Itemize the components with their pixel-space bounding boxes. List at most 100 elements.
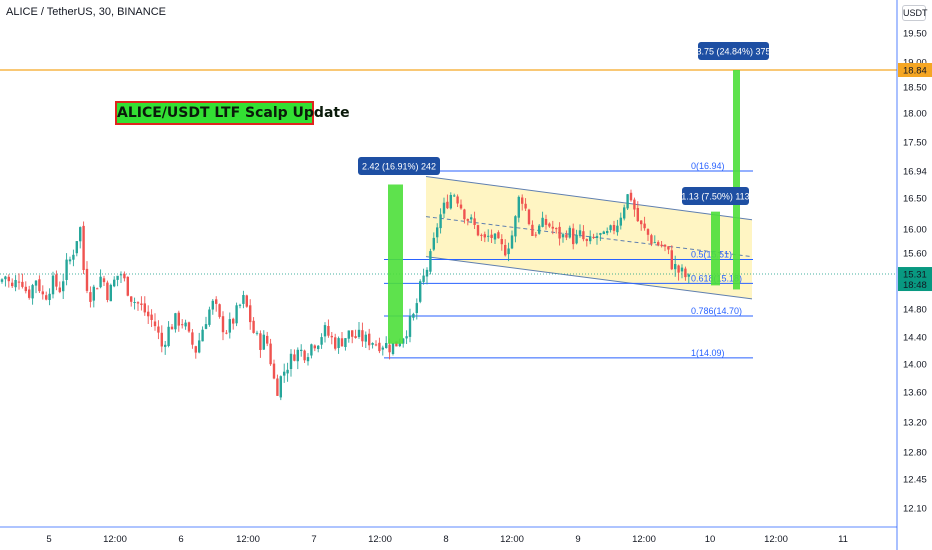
- candle-body: [109, 284, 112, 302]
- price-tick-label: 16.00: [903, 225, 927, 236]
- time-tick-label: 10: [705, 534, 716, 545]
- candle-body: [680, 267, 684, 272]
- candle-body: [147, 311, 150, 317]
- time-tick-label: 12:00: [103, 534, 127, 545]
- candle-body: [466, 219, 469, 221]
- chart-annotation-title: ALICE/USDT LTF Scalp Update: [115, 101, 350, 125]
- candle-body: [334, 337, 337, 349]
- price-tick-label: 18.50: [903, 83, 927, 94]
- candle-body: [616, 225, 619, 233]
- candle-body: [473, 218, 476, 225]
- candle-body: [606, 231, 609, 234]
- candle-body: [320, 337, 323, 345]
- measure-bar: [733, 70, 740, 290]
- candle-body: [500, 239, 503, 245]
- candle-body: [306, 357, 310, 362]
- measure-label-text: 2.42 (16.91%) 242: [362, 162, 436, 172]
- candle-body: [266, 335, 269, 344]
- candle-body: [517, 196, 520, 218]
- currency-button[interactable]: USDT: [902, 5, 928, 21]
- candle-body: [561, 234, 565, 238]
- candle-body: [279, 376, 282, 398]
- price-tick-label: 14.80: [903, 305, 927, 316]
- candle-body: [99, 276, 102, 288]
- candle-body: [184, 322, 187, 327]
- candle-body: [157, 326, 160, 333]
- candle-body: [249, 305, 252, 323]
- candle-body: [544, 219, 548, 225]
- candle-body: [75, 241, 78, 254]
- target-price-badge-label: 18.84: [903, 66, 927, 77]
- candle-body: [51, 275, 55, 295]
- measure-bar: [711, 211, 720, 286]
- price-tick-label: 15.60: [903, 249, 927, 260]
- candle-body: [221, 316, 225, 333]
- candle-body: [357, 329, 361, 337]
- candle-body: [62, 281, 65, 292]
- candle-body: [238, 304, 242, 306]
- candle-body: [102, 278, 106, 283]
- candle-body: [405, 336, 408, 339]
- candle-body: [232, 318, 235, 324]
- candle-body: [194, 346, 197, 353]
- candle-body: [133, 302, 136, 303]
- candle-body: [0, 279, 4, 282]
- channel-upper-line: [425, 176, 753, 221]
- candle-body: [201, 329, 204, 342]
- candle-body: [354, 336, 357, 338]
- price-tick-label: 12.10: [903, 504, 927, 515]
- symbol-label: ALICE / TetherUS, 30, BINANCE: [6, 6, 166, 18]
- price-tick-label: 13.60: [903, 388, 927, 399]
- price-tick-label: 17.50: [903, 138, 927, 149]
- candle-body: [17, 281, 21, 283]
- candle-body: [653, 242, 656, 244]
- candle-body: [595, 236, 599, 238]
- candle-body: [330, 335, 333, 338]
- candle-body: [449, 195, 452, 209]
- candle-body: [276, 378, 279, 396]
- candle-body: [687, 274, 690, 277]
- candle-body: [228, 319, 231, 333]
- candle-body: [565, 234, 568, 238]
- candle-body: [425, 269, 429, 277]
- candle-body: [619, 217, 622, 226]
- fib-level-label: 0.786(14.70): [691, 306, 742, 316]
- candle-body: [582, 231, 585, 240]
- price-tick-label: 18.00: [903, 109, 927, 120]
- candle-body: [218, 304, 221, 317]
- candle-body: [551, 226, 554, 229]
- candle-body: [245, 295, 248, 307]
- candle-body: [524, 203, 527, 209]
- candle-body: [143, 303, 146, 313]
- candle-body: [130, 296, 133, 302]
- channel-lower-line: [425, 256, 753, 300]
- time-tick-label: 11: [838, 534, 848, 545]
- candle-body: [415, 303, 418, 313]
- candle-body: [327, 326, 330, 336]
- candle-body: [575, 234, 578, 244]
- candle-body: [72, 254, 75, 260]
- candle-body: [24, 286, 27, 292]
- candle-body: [215, 299, 218, 304]
- candle-body: [589, 236, 592, 242]
- candle-countdown: 18:48: [903, 280, 927, 291]
- candle-body: [602, 231, 605, 234]
- candle-body: [609, 225, 612, 231]
- candle-body: [636, 208, 639, 222]
- candle-body: [510, 235, 514, 249]
- candle-body: [422, 275, 425, 282]
- candle-body: [507, 248, 510, 255]
- target-price-badge: [898, 63, 932, 77]
- candle-body: [572, 228, 575, 245]
- candle-body: [85, 268, 89, 291]
- time-tick-label: 12:00: [500, 534, 524, 545]
- candle-body: [113, 279, 116, 287]
- time-tick-label: 12:00: [764, 534, 788, 545]
- candle-body: [504, 245, 507, 256]
- candle-body: [463, 209, 466, 220]
- time-tick-label: 5: [46, 534, 51, 545]
- candle-body: [293, 354, 296, 361]
- measure-label-text: 3.75 (24.84%) 375: [696, 47, 770, 57]
- time-tick-label: 8: [443, 534, 448, 545]
